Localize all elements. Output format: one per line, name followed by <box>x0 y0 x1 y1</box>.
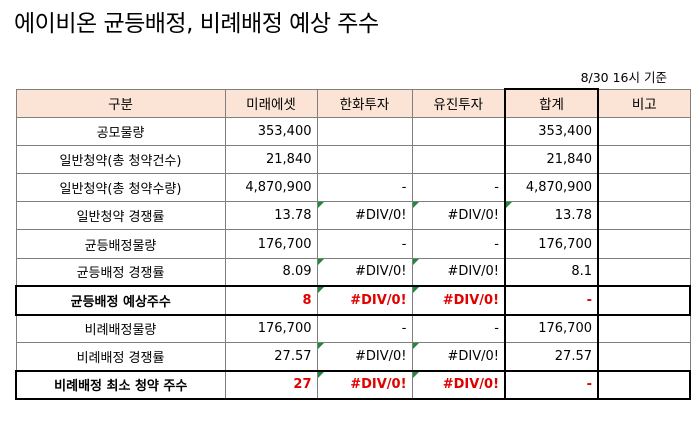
page-title: 에이비온 균등배정, 비례배정 예상 주수 <box>14 11 379 37</box>
table-row: 균등배정물량 176,700 - - 176,700 <box>15 229 691 259</box>
cell-eugene[interactable]: #DIV/0! <box>411 201 506 231</box>
row-label[interactable]: 일반청약(총 청약건수) <box>15 144 226 175</box>
table-row: 일반청약(총 청약수량) 4,870,900 - - 4,870,900 <box>15 173 691 203</box>
cell-total[interactable]: 13.78 <box>504 201 599 231</box>
cell-hanwha[interactable]: #DIV/0! <box>316 369 413 401</box>
table-row: 비례배정 경쟁률 27.57 #DIV/0! #DIV/0! 27.57 <box>15 342 691 372</box>
cell-hanwha[interactable]: #DIV/0! <box>316 257 413 287</box>
cell-eugene[interactable]: - <box>411 229 506 259</box>
row-label[interactable]: 균등배정 경쟁률 <box>15 257 226 287</box>
cell-eugene[interactable]: #DIV/0! <box>411 285 506 316</box>
as-of-note: 8/30 16시 기준 <box>580 70 667 85</box>
header-row: 구분 미래에셋 한화투자 유진투자 합계 비고 <box>15 87 691 118</box>
cell-hanwha[interactable]: - <box>316 173 413 203</box>
cell-eugene[interactable] <box>411 144 506 175</box>
cell-mirae[interactable]: 4,870,900 <box>224 173 318 203</box>
table-row: 균등배정 경쟁률 8.09 #DIV/0! #DIV/0! 8.1 <box>15 257 691 287</box>
cell-remarks[interactable] <box>597 285 691 316</box>
cell-eugene[interactable]: #DIV/0! <box>411 257 506 287</box>
row-label[interactable]: 공모물량 <box>15 116 226 146</box>
cell-remarks[interactable] <box>597 369 691 401</box>
cell-mirae[interactable]: 13.78 <box>224 201 318 231</box>
cell-hanwha[interactable] <box>316 116 413 146</box>
cell-eugene[interactable]: - <box>411 313 506 344</box>
cell-total[interactable]: 27.57 <box>504 342 599 372</box>
cell-eugene[interactable]: - <box>411 173 506 203</box>
table-row: 공모물량 353,400 353,400 <box>15 116 691 146</box>
cell-mirae[interactable]: 27.57 <box>224 342 318 372</box>
cell-total[interactable]: 4,870,900 <box>504 173 599 203</box>
table-row: 일반청약(총 청약건수) 21,840 21,840 <box>15 144 691 175</box>
cell-total[interactable]: 176,700 <box>504 313 599 344</box>
row-label[interactable]: 일반청약(총 청약수량) <box>15 173 226 203</box>
cell-remarks[interactable] <box>597 201 691 231</box>
cell-eugene[interactable]: #DIV/0! <box>411 342 506 372</box>
cell-total[interactable]: 21,840 <box>504 144 599 175</box>
cell-remarks[interactable] <box>597 342 691 372</box>
cell-total[interactable]: 8.1 <box>504 257 599 287</box>
row-label[interactable]: 비례배정 경쟁률 <box>15 342 226 372</box>
cell-mirae[interactable]: 8.09 <box>224 257 318 287</box>
table-row-highlight: 비례배정 최소 청약 주수 27 #DIV/0! #DIV/0! - <box>15 369 691 401</box>
cell-hanwha[interactable]: #DIV/0! <box>316 201 413 231</box>
cell-mirae[interactable]: 8 <box>224 285 318 316</box>
header-total[interactable]: 합계 <box>504 87 599 118</box>
cell-remarks[interactable] <box>597 257 691 287</box>
cell-total[interactable]: - <box>504 369 599 401</box>
cell-hanwha[interactable]: #DIV/0! <box>316 285 413 316</box>
row-label[interactable]: 일반청약 경쟁률 <box>15 201 226 231</box>
cell-total[interactable]: 176,700 <box>504 229 599 259</box>
cell-remarks[interactable] <box>597 116 691 146</box>
cell-mirae[interactable]: 21,840 <box>224 144 318 175</box>
row-label[interactable]: 비례배정 최소 청약 주수 <box>15 369 226 401</box>
header-category[interactable]: 구분 <box>15 88 226 118</box>
header-hanwha[interactable]: 한화투자 <box>316 88 413 118</box>
table-row: 비례배정물량 176,700 - - 176,700 <box>15 313 691 344</box>
cell-hanwha[interactable]: - <box>316 313 413 344</box>
cell-mirae[interactable]: 27 <box>224 369 318 401</box>
allocation-table: 구분 미래에셋 한화투자 유진투자 합계 비고 공모물량 353,400 353… <box>15 87 691 401</box>
table-row-highlight: 균등배정 예상주수 8 #DIV/0! #DIV/0! - <box>15 285 691 316</box>
cell-eugene[interactable] <box>411 116 506 146</box>
cell-hanwha[interactable] <box>316 144 413 175</box>
cell-mirae[interactable]: 176,700 <box>224 229 318 259</box>
cell-eugene[interactable]: #DIV/0! <box>411 369 506 401</box>
table-row: 일반청약 경쟁률 13.78 #DIV/0! #DIV/0! 13.78 <box>15 201 691 231</box>
cell-remarks[interactable] <box>597 144 691 175</box>
cell-mirae[interactable]: 353,400 <box>224 116 318 146</box>
cell-remarks[interactable] <box>597 173 691 203</box>
header-eugene[interactable]: 유진투자 <box>411 88 506 118</box>
cell-total[interactable]: 353,400 <box>504 116 599 146</box>
cell-total[interactable]: - <box>504 285 599 316</box>
row-label[interactable]: 균등배정물량 <box>15 229 226 259</box>
cell-remarks[interactable] <box>597 313 691 344</box>
header-remarks[interactable]: 비고 <box>597 88 691 118</box>
row-label[interactable]: 균등배정 예상주수 <box>15 285 226 316</box>
cell-remarks[interactable] <box>597 229 691 259</box>
cell-mirae[interactable]: 176,700 <box>224 313 318 344</box>
header-mirae[interactable]: 미래에셋 <box>224 88 318 118</box>
cell-hanwha[interactable]: - <box>316 229 413 259</box>
row-label[interactable]: 비례배정물량 <box>15 313 226 344</box>
cell-hanwha[interactable]: #DIV/0! <box>316 342 413 372</box>
